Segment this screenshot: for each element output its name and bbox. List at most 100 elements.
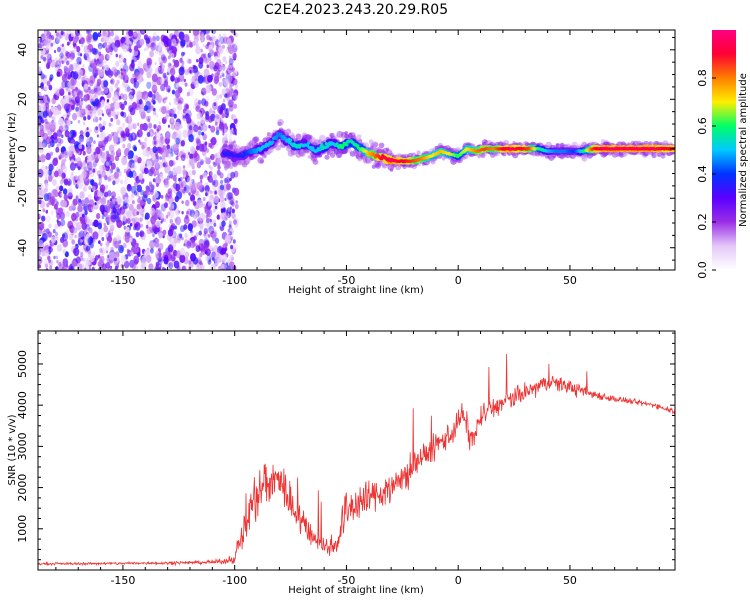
speckle-cell: [127, 195, 134, 203]
speckle-cell: [47, 255, 51, 261]
speckle-cell: [210, 139, 213, 143]
speckle-cell: [152, 35, 157, 42]
speckle-cell: [179, 233, 183, 239]
speckle-cell: [98, 69, 105, 77]
speckle-cell: [56, 219, 59, 223]
speckle-cell: [91, 250, 96, 257]
speckle-cell: [119, 53, 123, 59]
speckle-cell: [224, 197, 227, 201]
speckle-cell: [55, 146, 60, 153]
speckle-cell: [47, 108, 50, 112]
speckle-cell: [82, 64, 85, 68]
speckle-cell: [48, 231, 53, 238]
speckle-cell: [161, 266, 166, 270]
speckle-cell: [83, 166, 88, 172]
speckle-cell: [162, 35, 169, 44]
speckle-cell: [47, 192, 52, 199]
speckle-cell: [196, 181, 203, 191]
speckle-cell: [79, 130, 84, 136]
speckle-cell: [90, 143, 94, 148]
speckle-cell: [123, 179, 128, 185]
speckle-cell: [194, 243, 198, 248]
speckle-cell: [91, 47, 97, 55]
speckle-cell: [99, 133, 105, 141]
speckle-cell: [164, 197, 168, 202]
speckle-cell: [100, 37, 104, 43]
speckle-cell: [227, 228, 231, 233]
speckle-cell: [225, 87, 229, 92]
speckle-cell: [172, 175, 177, 182]
speckle-cell: [233, 41, 238, 49]
speckle-cell: [133, 245, 140, 254]
speckle-cell: [119, 179, 124, 185]
speckle-cell: [63, 125, 67, 131]
speckle-cell: [210, 153, 215, 161]
speckle-cell: [110, 150, 115, 157]
speckle-cell: [154, 62, 157, 66]
speckle-cell: [179, 57, 183, 63]
speckle-cell: [50, 210, 54, 215]
speckle-cell: [110, 117, 114, 122]
speckle-cell: [137, 129, 143, 138]
speckle-cell: [38, 71, 43, 77]
speckle-cell: [50, 135, 54, 140]
speckle-cell: [52, 157, 58, 166]
speckle-cell: [147, 115, 151, 121]
figure-title: C2E4.2023.243.20.29.R05: [264, 2, 448, 18]
speckle-cell: [228, 261, 235, 270]
speckle-cell: [111, 195, 115, 200]
ridge-halo: [257, 157, 264, 164]
speckle-cell: [137, 157, 142, 164]
speckle-cell: [207, 250, 210, 254]
speckle-cell: [92, 231, 99, 240]
speckle-cell: [218, 121, 225, 130]
speckle-cell: [80, 108, 85, 114]
speckle-cell: [188, 58, 192, 64]
speckle-cell: [216, 157, 221, 164]
speckle-cell: [142, 149, 148, 157]
speckle-cell: [235, 124, 238, 128]
speckle-cell: [83, 258, 89, 265]
speckle-cell: [132, 123, 137, 130]
speckle-cell: [124, 74, 128, 79]
speckle-cell: [171, 89, 176, 95]
speckle-cell: [45, 152, 51, 161]
speckle-cell: [103, 222, 106, 227]
speckle-cell: [52, 229, 56, 234]
speckle-cell: [208, 57, 212, 62]
speckle-cell: [148, 263, 154, 270]
speckle-cell: [216, 214, 221, 220]
speckle-cell: [100, 33, 103, 37]
speckle-cell: [188, 125, 193, 131]
speckle-cell: [233, 103, 238, 109]
speckle-cell: [94, 191, 98, 196]
speckle-cell: [129, 63, 135, 72]
speckle-cell: [148, 91, 153, 98]
speckle-cell: [165, 112, 170, 119]
speckle-cell: [229, 177, 232, 182]
speckle-cell: [152, 138, 159, 147]
speckle-cell: [155, 35, 160, 42]
speckle-cell: [161, 66, 166, 73]
speckle-cell: [177, 103, 183, 111]
speckle-cell: [160, 54, 166, 61]
speckle-cell: [192, 30, 199, 37]
speckle-cell: [231, 201, 235, 207]
speckle-cell: [88, 199, 95, 208]
speckle-cell: [182, 188, 186, 194]
speckle-cell: [188, 192, 191, 196]
speckle-cell: [228, 224, 232, 230]
speckle-cell: [76, 56, 82, 65]
speckle-cell: [63, 194, 68, 201]
speckle-cell: [168, 262, 174, 270]
speckle-cell: [151, 154, 156, 161]
speckle-cell: [228, 63, 234, 71]
speckle-cell: [167, 124, 171, 128]
speckle-cell: [39, 92, 42, 97]
speckle-cell: [141, 146, 145, 150]
speckle-cell: [80, 37, 85, 45]
speckle-cell: [178, 177, 181, 182]
speckle-cell: [122, 215, 127, 222]
speckle-cell: [117, 236, 122, 243]
speckle-cell: [45, 215, 51, 223]
